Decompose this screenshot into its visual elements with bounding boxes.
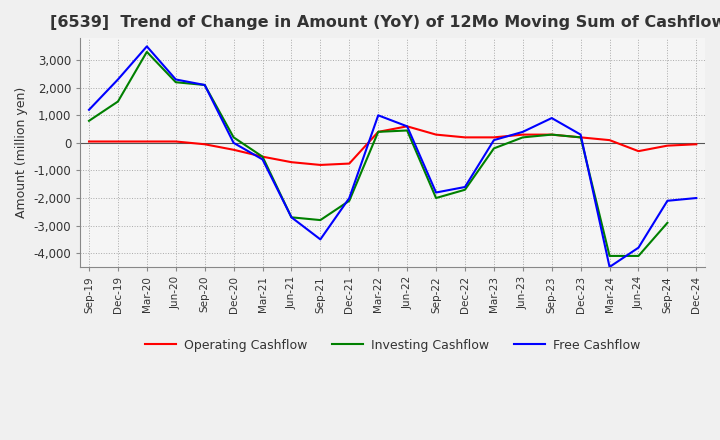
Free Cashflow [576, 132, 585, 137]
Operating Cashflow [171, 139, 180, 144]
Operating Cashflow [316, 162, 325, 168]
Operating Cashflow [143, 139, 151, 144]
Investing Cashflow [229, 135, 238, 140]
Free Cashflow [114, 77, 122, 82]
Investing Cashflow [432, 195, 441, 201]
Investing Cashflow [663, 220, 672, 225]
Investing Cashflow [200, 82, 209, 88]
Operating Cashflow [287, 160, 296, 165]
Free Cashflow [258, 157, 267, 162]
Operating Cashflow [374, 129, 382, 135]
Free Cashflow [85, 107, 94, 113]
Free Cashflow [432, 190, 441, 195]
Investing Cashflow [576, 135, 585, 140]
Line: Operating Cashflow: Operating Cashflow [89, 126, 696, 165]
Investing Cashflow [316, 217, 325, 223]
Free Cashflow [606, 264, 614, 270]
Operating Cashflow [229, 147, 238, 152]
Investing Cashflow [461, 187, 469, 192]
Investing Cashflow [634, 253, 643, 259]
Investing Cashflow [606, 253, 614, 259]
Free Cashflow [200, 82, 209, 88]
Free Cashflow [402, 124, 411, 129]
Investing Cashflow [490, 146, 498, 151]
Operating Cashflow [547, 132, 556, 137]
Operating Cashflow [114, 139, 122, 144]
Free Cashflow [229, 140, 238, 146]
Free Cashflow [692, 195, 701, 201]
Line: Investing Cashflow: Investing Cashflow [89, 52, 667, 256]
Operating Cashflow [692, 142, 701, 147]
Operating Cashflow [200, 142, 209, 147]
Investing Cashflow [258, 154, 267, 159]
Free Cashflow [547, 115, 556, 121]
Investing Cashflow [518, 135, 527, 140]
Free Cashflow [287, 215, 296, 220]
Free Cashflow [143, 44, 151, 49]
Operating Cashflow [402, 124, 411, 129]
Investing Cashflow [402, 128, 411, 133]
Operating Cashflow [576, 135, 585, 140]
Y-axis label: Amount (million yen): Amount (million yen) [15, 87, 28, 218]
Investing Cashflow [171, 80, 180, 85]
Operating Cashflow [518, 132, 527, 137]
Investing Cashflow [547, 132, 556, 137]
Line: Free Cashflow: Free Cashflow [89, 46, 696, 267]
Free Cashflow [171, 77, 180, 82]
Operating Cashflow [606, 137, 614, 143]
Free Cashflow [345, 195, 354, 201]
Operating Cashflow [461, 135, 469, 140]
Investing Cashflow [114, 99, 122, 104]
Free Cashflow [461, 184, 469, 190]
Free Cashflow [663, 198, 672, 203]
Free Cashflow [316, 237, 325, 242]
Free Cashflow [374, 113, 382, 118]
Operating Cashflow [663, 143, 672, 148]
Free Cashflow [490, 137, 498, 143]
Investing Cashflow [374, 129, 382, 135]
Operating Cashflow [258, 154, 267, 159]
Operating Cashflow [345, 161, 354, 166]
Legend: Operating Cashflow, Investing Cashflow, Free Cashflow: Operating Cashflow, Investing Cashflow, … [140, 334, 645, 357]
Investing Cashflow [345, 198, 354, 203]
Free Cashflow [634, 245, 643, 250]
Investing Cashflow [143, 49, 151, 55]
Operating Cashflow [85, 139, 94, 144]
Investing Cashflow [85, 118, 94, 124]
Operating Cashflow [634, 149, 643, 154]
Free Cashflow [518, 129, 527, 135]
Investing Cashflow [287, 215, 296, 220]
Operating Cashflow [432, 132, 441, 137]
Operating Cashflow [490, 135, 498, 140]
Title: [6539]  Trend of Change in Amount (YoY) of 12Mo Moving Sum of Cashflows: [6539] Trend of Change in Amount (YoY) o… [50, 15, 720, 30]
